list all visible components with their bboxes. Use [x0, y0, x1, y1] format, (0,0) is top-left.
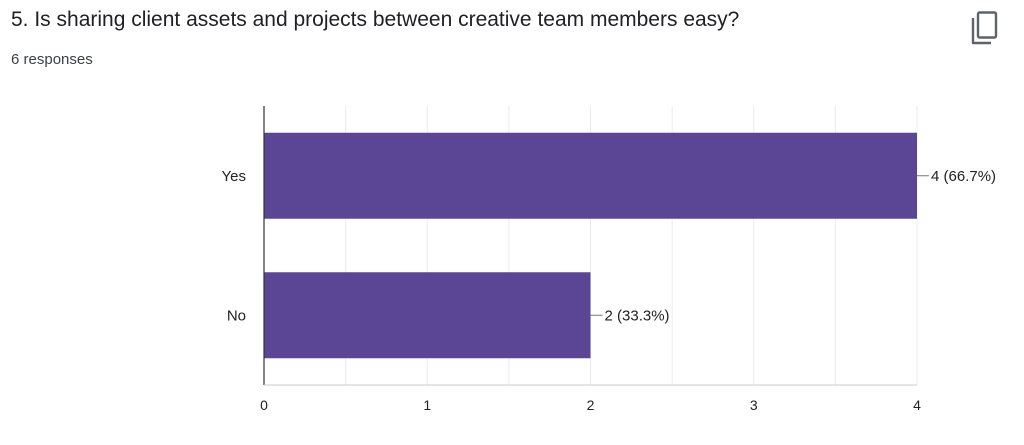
bar-no [264, 272, 591, 359]
x-tick-label: 3 [750, 397, 758, 413]
question-title: 5. Is sharing client assets and projects… [11, 8, 740, 31]
category-label: No [227, 307, 246, 324]
x-tick-label: 2 [587, 397, 595, 413]
bar-yes [264, 132, 917, 219]
data-label: 2 (33.3%) [605, 307, 670, 324]
x-tick-label: 1 [423, 397, 431, 413]
copy-icon [971, 11, 998, 45]
x-tick-label: 4 [913, 397, 921, 413]
category-label: Yes [222, 168, 246, 185]
x-tick-label: 0 [260, 397, 268, 413]
response-count: 6 responses [11, 51, 93, 68]
data-label: 4 (66.7%) [931, 168, 996, 185]
copy-chart-button[interactable] [968, 10, 1002, 46]
